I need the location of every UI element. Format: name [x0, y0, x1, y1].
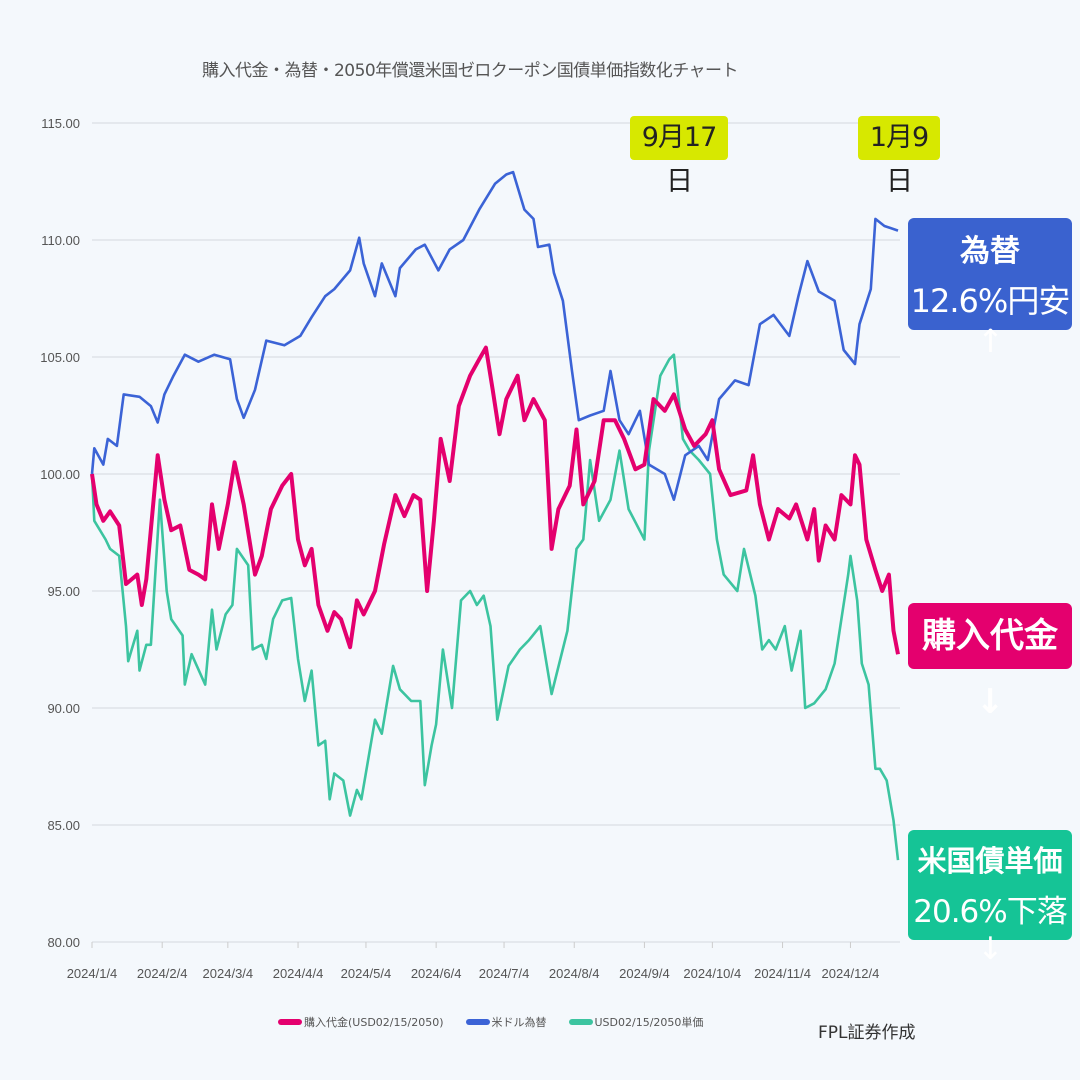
- annotation-date-sep17: 9月17日: [630, 116, 728, 197]
- x-tick-label: 2024/9/4: [619, 966, 670, 981]
- y-tick-label: 80.00: [47, 935, 80, 950]
- y-tick-label: 90.00: [47, 701, 80, 716]
- x-tick-label: 2024/4/4: [273, 966, 324, 981]
- y-tick-label: 115.00: [41, 116, 80, 131]
- x-tick-label: 2024/11/4: [754, 966, 811, 981]
- x-tick-label: 2024/1/4: [67, 966, 118, 981]
- annotation-date-jan9: 1月9日: [858, 116, 940, 197]
- x-tick-label: 2024/6/4: [411, 966, 462, 981]
- legend-item-bond[interactable]: USD02/15/2050単価: [568, 1014, 704, 1030]
- legend-swatch: [278, 1019, 302, 1025]
- legend-swatch: [568, 1019, 593, 1025]
- chart-title: 購入代金・為替・2050年償還米国ゼロクーポン国債単価指数化チャート: [201, 61, 739, 81]
- x-tick-label: 2024/7/4: [479, 966, 530, 981]
- fx-callout-value: 12.6%円安↑: [910, 282, 1071, 360]
- y-tick-label: 85.00: [47, 818, 80, 833]
- series-line-0: [90, 345, 900, 655]
- fx-callout-box: 為替 12.6%円安↑: [908, 218, 1072, 360]
- fx-callout-title: 為替: [960, 234, 1020, 269]
- y-tick-label: 100.00: [40, 467, 80, 482]
- legend-label: 米ドル為替: [491, 1016, 547, 1029]
- legend-label: USD02/15/2050単価: [594, 1016, 704, 1029]
- y-tick-label: 95.00: [47, 584, 80, 599]
- y-tick-label: 110.00: [41, 233, 80, 248]
- series-line-2: [90, 353, 900, 861]
- x-tick-label: 2024/10/4: [683, 966, 741, 981]
- x-tick-label: 2024/8/4: [549, 966, 600, 981]
- legend-label: 購入代金(USD02/15/2050): [304, 1016, 444, 1029]
- chart-legend: 購入代金(USD02/15/2050) 米ドル為替 USD02/15/2050単…: [278, 1014, 703, 1030]
- bond-callout-value: 20.6%下落↓: [913, 894, 1067, 967]
- series-line-1: [90, 170, 899, 501]
- bond-callout-title: 米国債単価: [917, 844, 1063, 878]
- bond-callout-box: 米国債単価 20.6%下落↓: [908, 830, 1072, 967]
- x-tick-label: 2024/3/4: [203, 966, 254, 981]
- x-tick-label: 2024/2/4: [137, 966, 188, 981]
- y-tick-label: 105.00: [40, 350, 80, 365]
- legend-swatch: [465, 1019, 490, 1025]
- legend-item-fx[interactable]: 米ドル為替: [465, 1014, 547, 1030]
- legend-item-purchase[interactable]: 購入代金(USD02/15/2050): [278, 1014, 444, 1030]
- x-tick-label: 2024/5/4: [341, 966, 392, 981]
- x-tick-label: 2024/12/4: [822, 966, 880, 981]
- purchase-callout-box: 購入代金↓: [908, 603, 1072, 722]
- credit-text: FPL証券作成: [818, 1023, 916, 1043]
